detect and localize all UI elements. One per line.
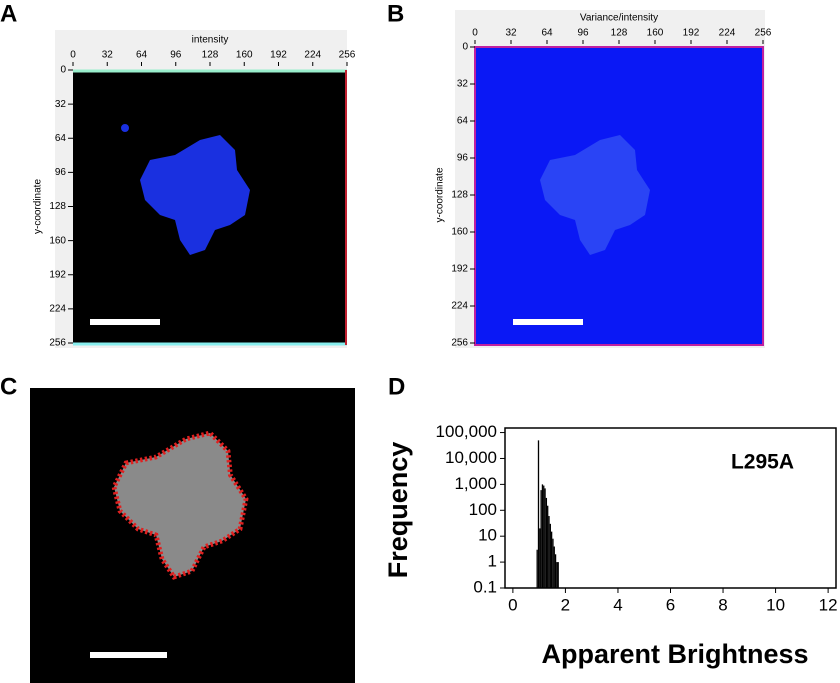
y-axis-title: y-coordinate: [33, 179, 44, 234]
y-tick-label: 100: [469, 500, 497, 519]
y-tick-label: 96: [55, 167, 67, 178]
x-tick-label: 12: [819, 595, 838, 614]
x-axis-title: intensity: [192, 35, 229, 46]
y-tick-label: 192: [451, 264, 468, 275]
x-tick-label: 2: [561, 595, 570, 614]
y-tick-label: 96: [457, 153, 469, 164]
x-tick-label: 96: [577, 28, 589, 39]
annotation: L295A: [731, 451, 794, 474]
y-axis-title: y-coordinate: [435, 167, 446, 222]
bar: [549, 523, 551, 588]
bar: [547, 505, 549, 588]
y-tick-label: 32: [457, 79, 469, 90]
y-tick-label: 256: [451, 338, 468, 349]
x-tick-label: 8: [718, 595, 727, 614]
x-tick-label: 256: [755, 28, 772, 39]
bar: [552, 538, 554, 588]
panel-label: D: [388, 373, 405, 400]
x-axis-title: Variance/intensity: [580, 13, 658, 24]
x-tick-label: 32: [102, 50, 114, 61]
y-tick-label: 32: [55, 99, 67, 110]
scale-bar: [513, 319, 583, 325]
panel-label: B: [387, 0, 404, 27]
x-tick-label: 64: [541, 28, 553, 39]
y-tick-label: 256: [49, 338, 66, 349]
y-tick-label: 224: [451, 301, 468, 312]
bar: [553, 546, 555, 588]
y-tick-label: 10: [478, 526, 497, 545]
bar: [537, 440, 540, 588]
x-tick-label: 192: [683, 28, 700, 39]
y-tick-label: 64: [457, 116, 469, 127]
bar: [541, 484, 544, 588]
bar: [548, 516, 550, 588]
x-tick-label: 0: [508, 595, 517, 614]
y-tick-label: 128: [451, 190, 468, 201]
x-tick-label: 10: [766, 595, 785, 614]
x-tick-label: 0: [472, 28, 478, 39]
y-tick-label: 100,000: [436, 422, 497, 441]
scale-bar: [90, 652, 167, 658]
bar: [545, 497, 548, 588]
x-tick-label: 6: [666, 595, 675, 614]
y-tick-label: 1: [488, 552, 497, 571]
bar: [539, 528, 541, 588]
x-tick-label: 224: [719, 28, 736, 39]
y-tick-label: 224: [49, 304, 66, 315]
scale-bar: [90, 319, 160, 325]
x-tick-label: 32: [505, 28, 517, 39]
bar: [543, 485, 545, 588]
bar: [536, 549, 538, 588]
x-tick-label: 160: [647, 28, 664, 39]
y-tick-label: 160: [451, 227, 468, 238]
y-tick-label: 64: [55, 133, 67, 144]
x-tick-label: 128: [611, 28, 628, 39]
bar: [544, 488, 546, 588]
x-tick-label: 256: [339, 50, 356, 61]
y-tick-label: 0: [462, 42, 468, 53]
panel-label: A: [0, 0, 17, 27]
x-tick-label: 128: [202, 50, 219, 61]
y-tick-label: 128: [49, 201, 66, 212]
x-tick-label: 0: [70, 50, 76, 61]
y-tick-label: 0.1: [473, 577, 497, 596]
x-tick-label: 64: [136, 50, 148, 61]
bar: [550, 531, 553, 588]
x-tick-label: 192: [270, 50, 287, 61]
bar: [540, 490, 542, 588]
y-tick-label: 192: [49, 269, 66, 280]
x-tick-label: 96: [170, 50, 182, 61]
y-axis-title: Frequency: [383, 442, 413, 579]
y-tick-label: 1,000: [454, 474, 497, 493]
bar: [556, 562, 558, 588]
panel-label: C: [0, 373, 17, 400]
x-axis-title: Apparent Brightness: [541, 639, 808, 669]
x-tick-label: 224: [304, 50, 321, 61]
x-tick-label: 160: [236, 50, 253, 61]
y-tick-label: 160: [49, 235, 66, 246]
bar: [557, 562, 559, 588]
y-tick-label: 10,000: [445, 448, 497, 467]
y-tick-label: 0: [60, 65, 66, 76]
speckle: [121, 124, 129, 132]
x-tick-label: 4: [613, 595, 622, 614]
bar: [554, 554, 557, 588]
